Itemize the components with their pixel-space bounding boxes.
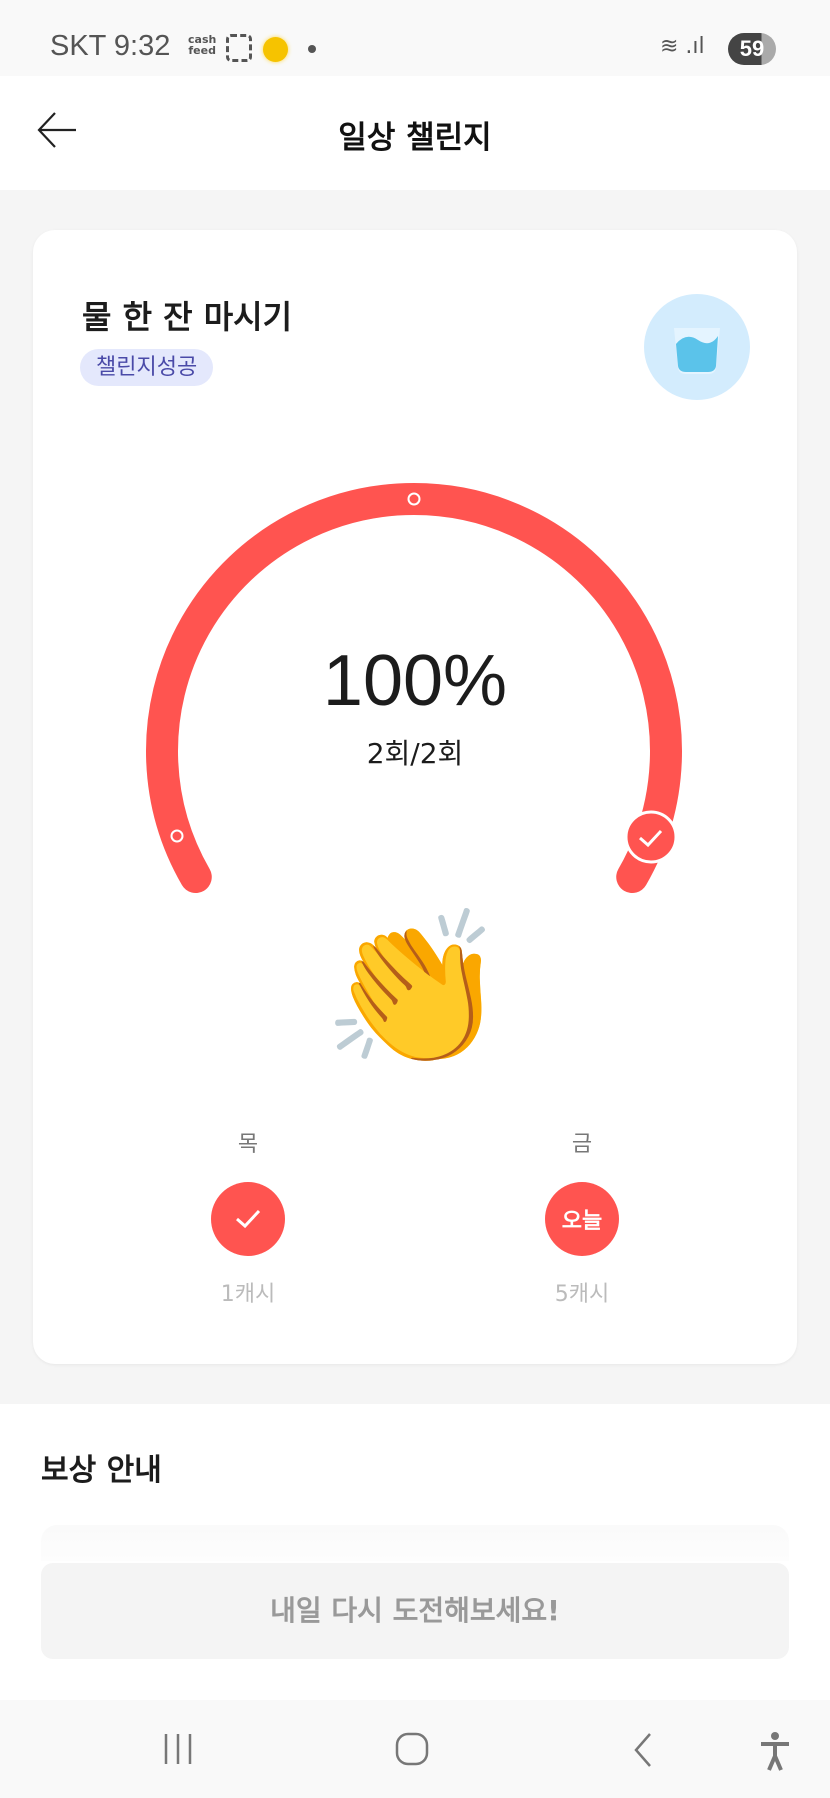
day-reward: 1캐시 bbox=[220, 1282, 276, 1307]
screenshot-icon bbox=[226, 34, 252, 62]
back-arrow-icon[interactable] bbox=[36, 110, 78, 150]
gauge-progress bbox=[146, 483, 682, 893]
battery-indicator: 59 bbox=[728, 33, 776, 65]
clapping-hands-icon: 👏 bbox=[321, 903, 509, 1077]
home-icon[interactable] bbox=[394, 1730, 430, 1770]
reward-info-panel bbox=[41, 1525, 789, 1561]
water-glass-icon bbox=[644, 294, 750, 400]
system-nav-bar bbox=[0, 1700, 830, 1798]
app-header bbox=[0, 76, 830, 190]
gauge-start-dot bbox=[170, 829, 184, 843]
progress-count: 2회/2회 bbox=[366, 737, 464, 770]
gauge-complete-check-icon bbox=[624, 810, 678, 864]
accessibility-icon[interactable] bbox=[758, 1730, 792, 1774]
day-item-thu: 목 1캐시 bbox=[188, 1126, 308, 1308]
day-today-marker: 오늘 bbox=[545, 1182, 619, 1256]
recent-apps-icon[interactable] bbox=[160, 1730, 196, 1770]
status-badge: 챌린지성공 bbox=[80, 349, 214, 386]
progress-percent: 100% bbox=[322, 641, 508, 721]
status-bar: SKT 9:32 cash feed ≋ .ıl 59 bbox=[0, 0, 830, 76]
cashfeed-notification-icon: cash feed bbox=[188, 33, 217, 57]
day-label: 금 bbox=[571, 1132, 593, 1157]
day-done-check bbox=[211, 1182, 285, 1256]
challenge-title: 물 한 잔 마시기 bbox=[82, 298, 293, 336]
carrier-time: SKT 9:32 bbox=[50, 30, 171, 62]
check-icon bbox=[236, 1209, 261, 1229]
wifi-signal-icon: ≋ .ıl bbox=[660, 34, 705, 59]
day-label: 목 bbox=[237, 1132, 259, 1157]
nav-back-icon[interactable] bbox=[630, 1730, 660, 1770]
day-reward: 5캐시 bbox=[554, 1282, 610, 1307]
retry-tomorrow-button[interactable]: 내일 다시 도전해보세요! bbox=[41, 1563, 789, 1659]
progress-gauge bbox=[146, 483, 682, 893]
gauge-milestone-dot bbox=[407, 492, 421, 506]
day-item-fri: 금 오늘 5캐시 bbox=[522, 1126, 642, 1308]
coin-icon bbox=[263, 37, 288, 62]
more-notifications-dot bbox=[308, 45, 316, 53]
page-title: 일상 챌린지 bbox=[338, 120, 492, 156]
reward-title: 보상 안내 bbox=[41, 1453, 162, 1488]
